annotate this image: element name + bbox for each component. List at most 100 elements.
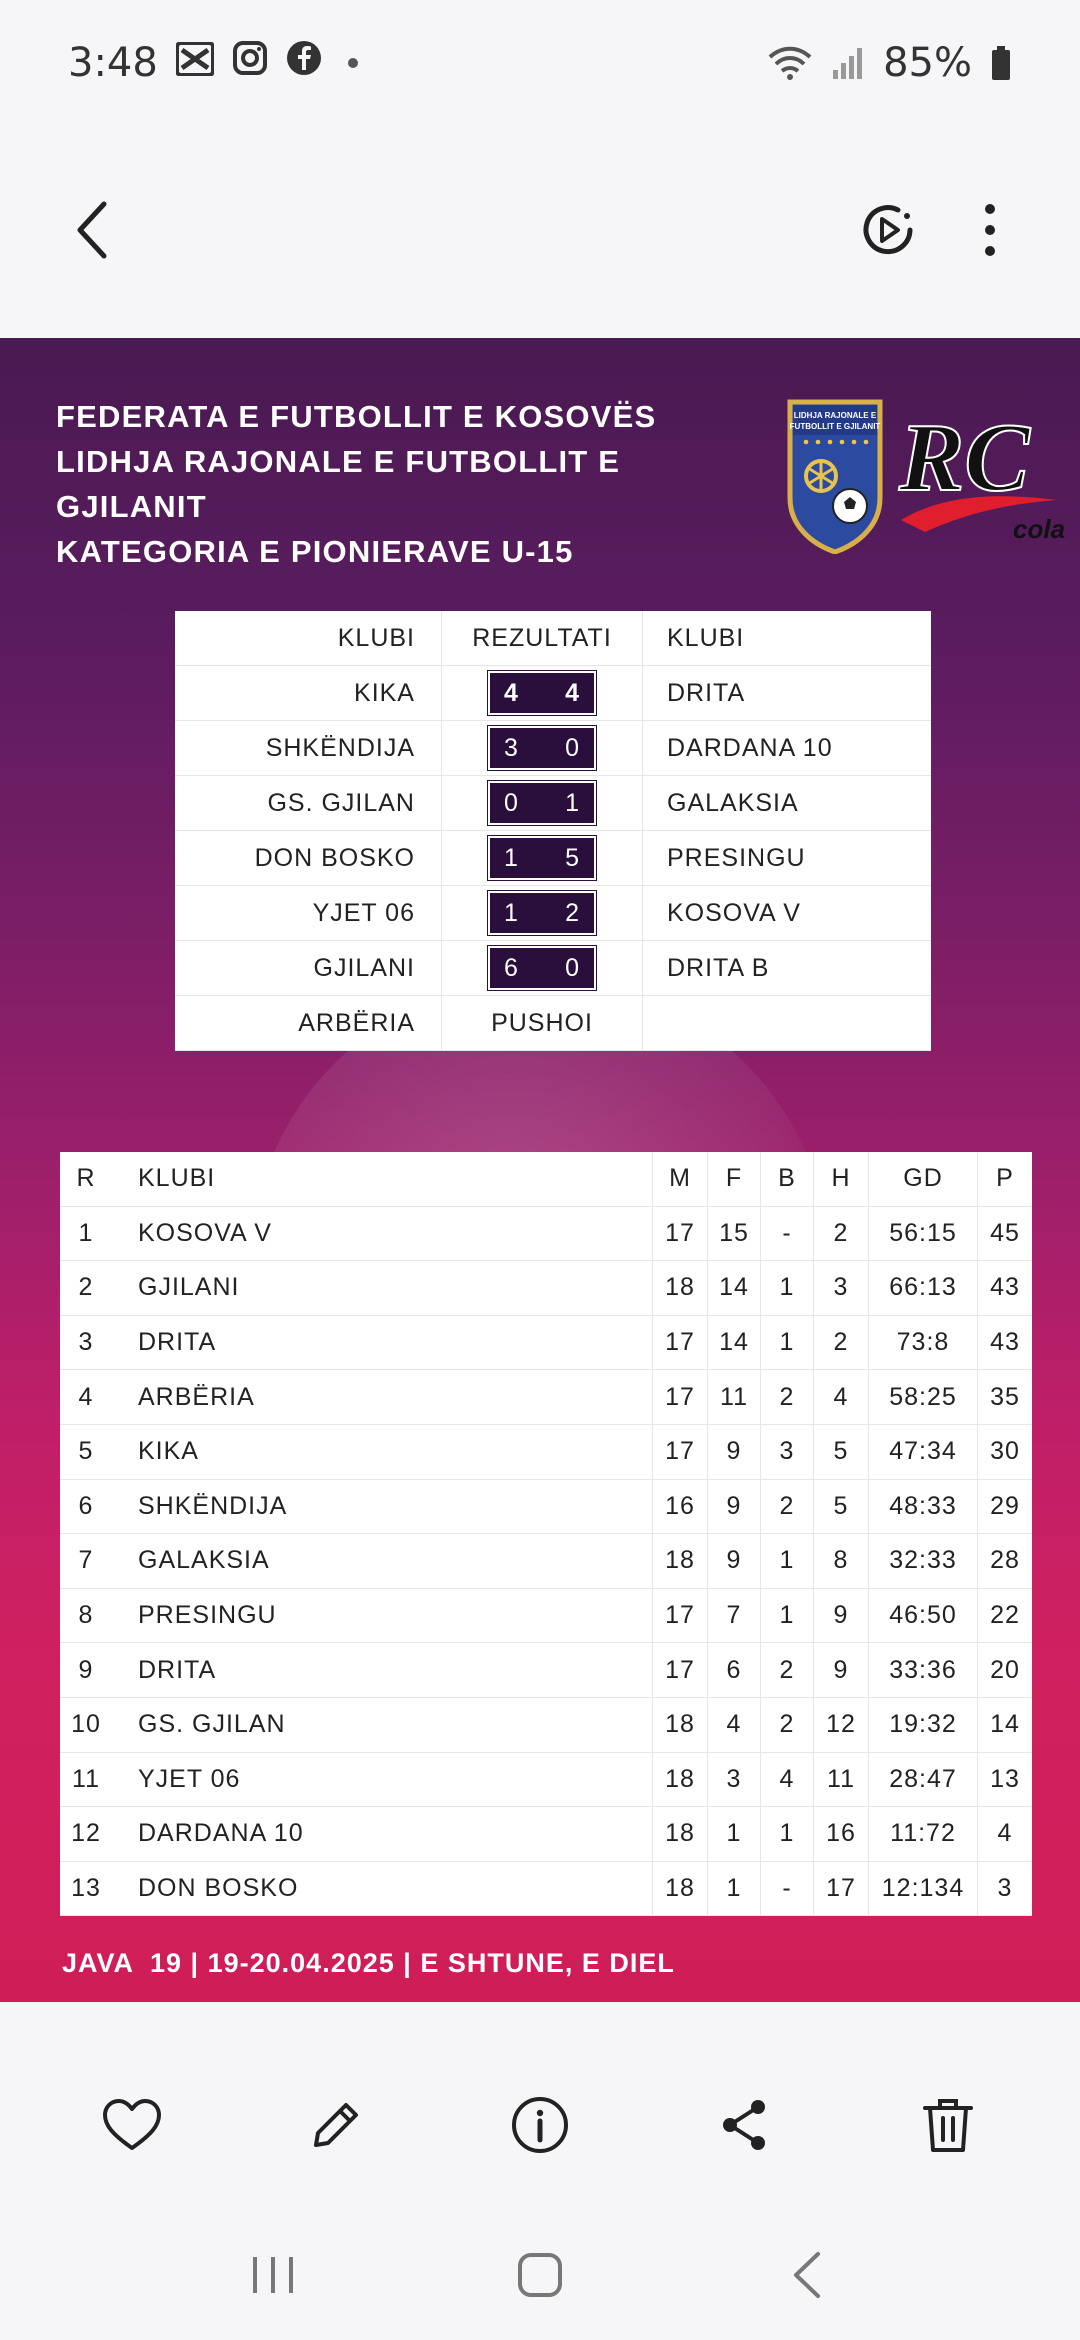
draws: 2: [760, 1697, 814, 1753]
club-name: KIKA: [112, 1424, 653, 1480]
away-score: 5: [565, 843, 580, 872]
draws: 2: [760, 1642, 814, 1698]
back-icon[interactable]: [52, 190, 132, 270]
header-points: P: [977, 1152, 1032, 1207]
matches-played: 17: [652, 1588, 708, 1644]
instagram-icon: [232, 40, 268, 86]
rank: 3: [60, 1315, 112, 1371]
rank: 4: [60, 1369, 112, 1425]
delete-icon[interactable]: [908, 2085, 988, 2165]
header-wins: F: [707, 1152, 761, 1207]
home-score: 0: [504, 788, 519, 817]
federation-logo: LIDHJA RAJONALE E FUTBOLLIT E GJILANIT: [787, 399, 883, 554]
points: 13: [977, 1752, 1032, 1808]
goal-difference: 28:47: [868, 1752, 978, 1808]
home-team: SHKËNDIJA: [175, 720, 442, 776]
status-right: 85%: [767, 40, 1012, 86]
away-team: DRITA: [642, 665, 931, 721]
draws: 1: [760, 1533, 814, 1589]
standings-row: 6 SHKËNDIJA 16 9 2 5 48:33 29: [60, 1479, 1032, 1535]
recent-apps-icon[interactable]: [233, 2235, 313, 2315]
points: 30: [977, 1424, 1032, 1480]
rank: 11: [60, 1752, 112, 1808]
draws: 4: [760, 1752, 814, 1808]
wins: 6: [707, 1642, 761, 1698]
rank: 5: [60, 1424, 112, 1480]
club-name: DRITA: [112, 1315, 653, 1371]
losses: 17: [813, 1861, 869, 1917]
goal-difference: 32:33: [868, 1533, 978, 1589]
goal-difference: 12:134: [868, 1861, 978, 1917]
club-name: SHKËNDIJA: [112, 1479, 653, 1535]
points: 14: [977, 1697, 1032, 1753]
club-name: GALAKSIA: [112, 1533, 653, 1589]
svg-text:RC: RC: [898, 404, 1031, 512]
wins: 4: [707, 1697, 761, 1753]
club-name: DARDANA 10: [112, 1806, 653, 1862]
matches-played: 17: [652, 1206, 708, 1262]
status-bar: 3:48 85%: [0, 0, 1080, 125]
wins: 15: [707, 1206, 761, 1262]
heart-icon[interactable]: [92, 2085, 172, 2165]
matches-played: 17: [652, 1315, 708, 1371]
standings-row: 13 DON BOSKO 18 1-17 12:134 3: [60, 1861, 1032, 1917]
home-team: GJILANI: [175, 940, 442, 996]
draws: -: [760, 1861, 814, 1917]
rank: 8: [60, 1588, 112, 1644]
goal-difference: 56:15: [868, 1206, 978, 1262]
header-home-club: KLUBI: [175, 611, 442, 666]
losses: 11: [813, 1752, 869, 1808]
notification-dot: [347, 57, 358, 68]
more-options-icon[interactable]: [950, 190, 1030, 270]
away-score: 4: [565, 678, 580, 707]
share-icon[interactable]: [704, 2085, 784, 2165]
points: 3: [977, 1861, 1032, 1917]
rank: 7: [60, 1533, 112, 1589]
rank: 13: [60, 1861, 112, 1917]
header-draws: B: [760, 1152, 814, 1207]
matches-played: 16: [652, 1479, 708, 1535]
away-team: DRITA B: [642, 940, 931, 996]
standings-row: 8 PRESINGU 17 7 1 9 46:50 22: [60, 1588, 1032, 1644]
header-goal-diff: GD: [868, 1152, 978, 1207]
nav-back-icon[interactable]: [767, 2235, 847, 2315]
club-name: GS. GJILAN: [112, 1697, 653, 1753]
svg-text:cola: cola: [1013, 514, 1065, 544]
away-team: PRESINGU: [642, 830, 931, 886]
draws: 2: [760, 1369, 814, 1425]
status-left: 3:48: [68, 40, 358, 86]
title-line-3: KATEGORIA E PIONIERAVE U-15: [56, 534, 574, 569]
matches-played: 17: [652, 1642, 708, 1698]
rank: 6: [60, 1479, 112, 1535]
goal-difference: 11:72: [868, 1806, 978, 1862]
standings-row: 9 DRITA 17 6 2 9 33:36 20: [60, 1642, 1032, 1698]
home-score: 1: [504, 843, 519, 872]
home-icon[interactable]: [500, 2235, 580, 2315]
wins: 7: [707, 1588, 761, 1644]
points: 20: [977, 1642, 1032, 1698]
rank: 9: [60, 1642, 112, 1698]
info-icon[interactable]: [500, 2085, 580, 2165]
draws: 1: [760, 1588, 814, 1644]
standings-row: 11 YJET 06 18 3 4 11 28:47 13: [60, 1752, 1032, 1808]
facebook-icon: [286, 40, 322, 86]
wins: 9: [707, 1533, 761, 1589]
x-app-icon: [174, 40, 215, 86]
club-name: GJILANI: [112, 1260, 653, 1316]
draws: 1: [760, 1315, 814, 1371]
draws: -: [760, 1206, 814, 1262]
goal-difference: 19:32: [868, 1697, 978, 1753]
motion-photo-icon[interactable]: [848, 190, 928, 270]
goal-difference: 58:25: [868, 1369, 978, 1425]
edit-icon[interactable]: [296, 2085, 376, 2165]
goal-difference: 47:34: [868, 1424, 978, 1480]
losses: 16: [813, 1806, 869, 1862]
battery-icon: [990, 45, 1012, 81]
matches-played: 18: [652, 1806, 708, 1862]
